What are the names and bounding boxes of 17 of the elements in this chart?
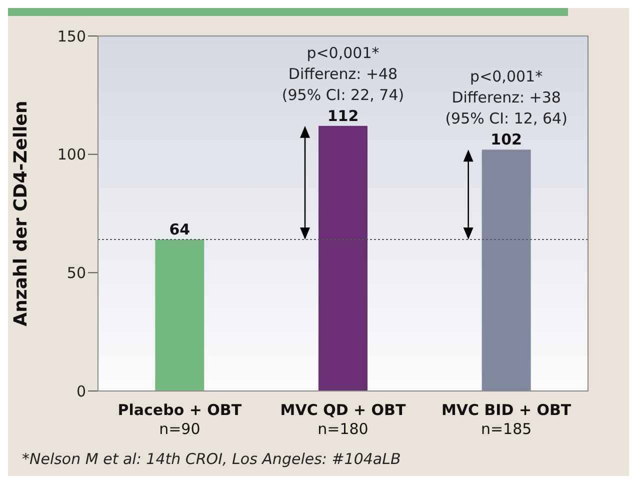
data-label: 64 (169, 220, 190, 239)
x-tick-label: MVC QD + OBT n=180 (280, 401, 406, 438)
annotation: p<0,001* Differenz: +48 (95% CI: 22, 74) (282, 44, 404, 104)
annotation: p<0,001* Differenz: +38 (95% CI: 12, 64) (445, 68, 568, 128)
y-tick-label: 50 (66, 264, 86, 282)
x-tick-label: Placebo + OBT n=90 (118, 401, 242, 438)
y-tick-label: 150 (57, 27, 86, 46)
bar (318, 126, 368, 391)
text: *Nelson M et al: 14th CROI, Los Angeles: #104aLB (21, 450, 402, 468)
bar (155, 240, 204, 391)
data-label: 102 (490, 130, 522, 149)
y-axis-title: Anzahl der CD4-Zellen (10, 100, 32, 326)
data-label: 112 (327, 106, 359, 125)
bar (482, 150, 531, 391)
y-tick-label: 100 (57, 146, 86, 164)
y-tick-label: 0 (76, 382, 86, 400)
x-tick-label: MVC BID + OBT n=185 (441, 401, 572, 438)
